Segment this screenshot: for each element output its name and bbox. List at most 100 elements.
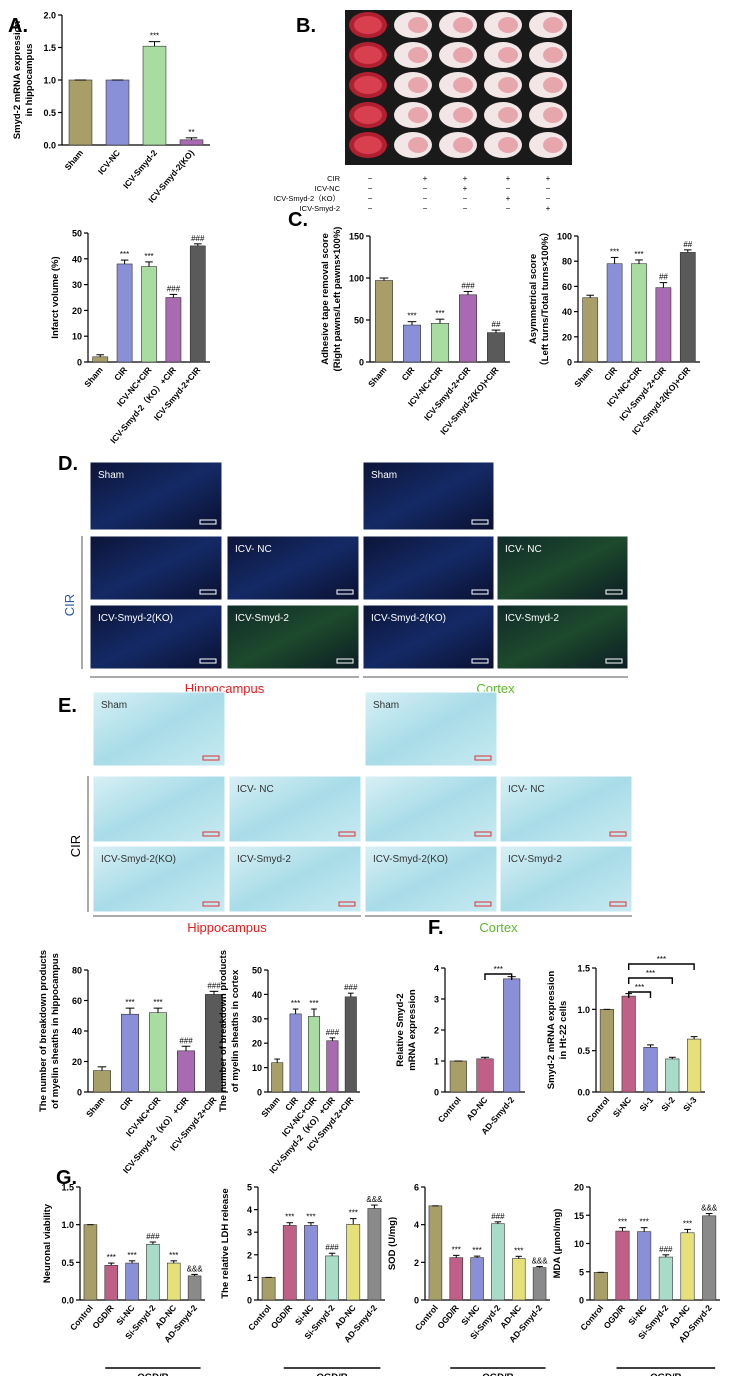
x-tick-label: Sham [366, 365, 389, 389]
x-tick-label: AD-NC [464, 1095, 489, 1122]
significance-label: ### [344, 983, 358, 992]
significance-label: ### [179, 1036, 193, 1045]
y-tick-label: 10 [72, 332, 82, 342]
y-tick-label: 0 [359, 358, 364, 368]
panel-letter: E. [58, 695, 77, 717]
infarct-area [498, 107, 518, 123]
bar [615, 1230, 630, 1301]
bar [166, 1262, 181, 1301]
panel-letter: A. [8, 15, 28, 37]
bar [271, 1062, 284, 1093]
significance-label: *** [120, 250, 129, 259]
y-tick-label: 30 [72, 280, 82, 290]
y-axis-label: mRNA expression [407, 989, 418, 1071]
image-label: ICV-Smyd-2 [505, 613, 559, 624]
infarct-area [354, 76, 382, 94]
infarct-area [498, 77, 518, 93]
y-tick-label: 4 [247, 1205, 252, 1215]
x-tick-label: Control [578, 1303, 605, 1333]
treatment-sign: + [506, 174, 511, 183]
scale-bar [471, 589, 489, 595]
bar [459, 294, 477, 363]
bar [491, 1223, 505, 1301]
micrograph [92, 845, 226, 913]
y-tick-label: 20 [72, 1057, 82, 1067]
infarct-area [354, 16, 382, 34]
treatment-label: ICV-Smyd-2 [300, 204, 340, 213]
treatment-sign: + [423, 174, 428, 183]
y-tick-label: 100 [349, 274, 364, 284]
y-tick-label: 2 [434, 1026, 439, 1036]
significance-label: *** [683, 1219, 692, 1228]
y-tick-label: 80 [562, 257, 572, 267]
significance-label: *** [153, 998, 162, 1007]
x-tick-label: Control [246, 1303, 273, 1333]
y-axis-label: The number of breakdown products [38, 950, 49, 1112]
bar [503, 978, 521, 1093]
bar [346, 1223, 361, 1301]
group-label: OGD/R [137, 1372, 168, 1376]
x-tick-label: Si-2 [659, 1095, 677, 1114]
group-label: OGD/R [317, 1372, 348, 1376]
panel-letter: C. [288, 209, 308, 231]
infarct-area [354, 46, 382, 64]
bar [116, 263, 133, 363]
infarct-area [408, 77, 428, 93]
image-label: ICV- NC [508, 784, 545, 795]
y-tick-label: 1 [247, 1273, 252, 1283]
significance-label: *** [309, 999, 318, 1008]
y-tick-label: 5 [247, 1183, 252, 1193]
significance-label: *** [618, 1218, 627, 1227]
treatment-sign: − [368, 184, 373, 193]
micrograph [89, 535, 223, 601]
bar [189, 245, 206, 363]
bar [487, 332, 505, 363]
infarct-area [408, 47, 428, 63]
y-tick-label: 0 [434, 1088, 439, 1098]
bar [146, 1243, 160, 1301]
y-tick-label: 1.0 [61, 1220, 74, 1230]
x-tick-label: ICV-Smyd-2 [121, 148, 159, 191]
region-label: Cortex [479, 920, 518, 935]
y-tick-label: 2 [247, 1250, 252, 1260]
bar [476, 1058, 494, 1093]
scale-bar [609, 831, 627, 837]
panel-letter: D. [58, 453, 78, 475]
scale-bar [336, 589, 354, 595]
y-axis-label: (Right pawns/Left pawns×100%) [332, 227, 343, 372]
significance-label: ### [191, 234, 205, 243]
significance-bracket [484, 973, 513, 980]
scale-bar [471, 658, 489, 664]
y-tick-label: 60 [562, 282, 572, 292]
infarct-area [453, 47, 473, 63]
micrograph [226, 535, 360, 601]
bar [179, 139, 204, 146]
bar [344, 996, 357, 1093]
scale-bar [609, 901, 627, 907]
infarct-area [498, 17, 518, 33]
x-tick-label: CIR [602, 365, 619, 383]
significance-label: *** [144, 252, 153, 261]
y-tick-label: 50 [354, 316, 364, 326]
y-tick-label: 3 [247, 1228, 252, 1238]
group-label: OGD/R [482, 1372, 513, 1376]
y-axis-label: Adhesive tape removal score [320, 233, 331, 364]
y-axis-label: MDA (μmol/mg) [552, 1209, 563, 1279]
bar [289, 1013, 302, 1093]
treatment-sign: − [506, 204, 511, 213]
micrograph [364, 691, 498, 767]
treatment-sign: − [423, 194, 428, 203]
x-tick-label: CIR [117, 1095, 134, 1113]
y-tick-label: 5 [579, 1267, 584, 1277]
bar [92, 356, 109, 363]
y-axis-label: SOD (U/mg) [387, 1217, 398, 1270]
significance-label: *** [285, 1213, 294, 1222]
y-tick-label: 0 [414, 1296, 419, 1306]
y-axis-label: in hippocampus [24, 44, 35, 117]
infarct-area [543, 47, 563, 63]
bar [282, 1225, 297, 1301]
bracket-label: *** [657, 955, 666, 964]
image-label: ICV-Smyd-2(KO) [371, 613, 446, 624]
scale-bar [336, 658, 354, 664]
